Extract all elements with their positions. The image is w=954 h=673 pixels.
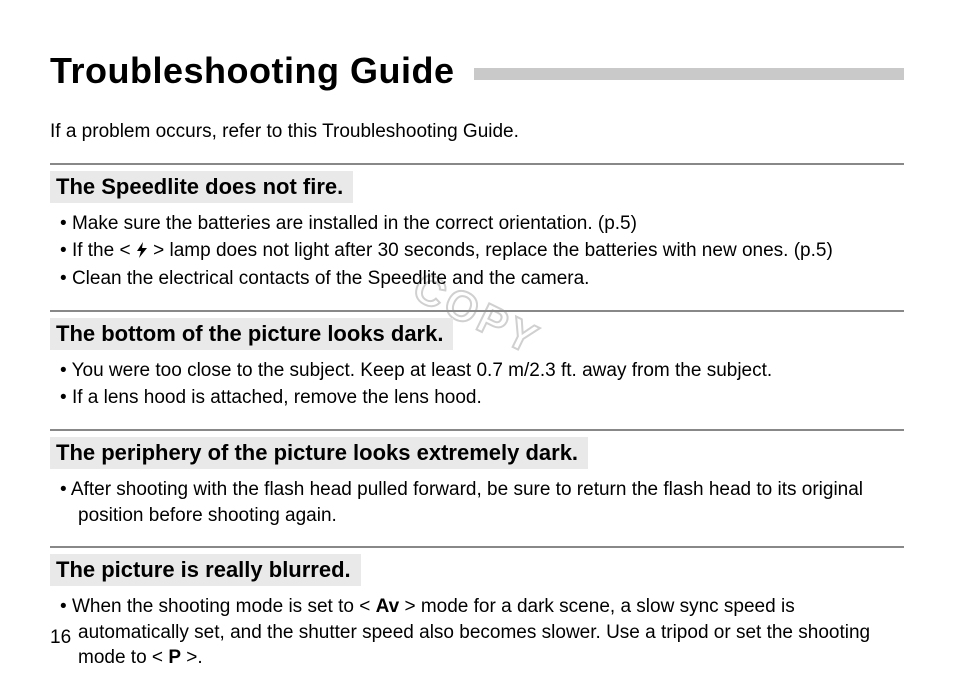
bullet-item: When the shooting mode is set to < Av > … (60, 594, 904, 671)
bullet-text: >. (186, 647, 202, 668)
bullet-item: After shooting with the flash head pulle… (60, 477, 904, 528)
section-heading: The periphery of the picture looks extre… (50, 437, 588, 469)
section-heading: The Speedlite does not fire. (50, 171, 353, 203)
mode-symbol: P (168, 647, 181, 668)
section-heading: The picture is really blurred. (50, 554, 361, 586)
bullet-list: You were too close to the subject. Keep … (50, 358, 904, 411)
bullet-text: When the shooting mode is set to < (72, 596, 370, 617)
intro-text: If a problem occurs, refer to this Troub… (50, 120, 904, 145)
bullet-text: > lamp does not light after 30 seconds, … (153, 240, 833, 261)
bullet-item: You were too close to the subject. Keep … (60, 358, 904, 384)
bullet-list: Make sure the batteries are installed in… (50, 211, 904, 292)
section-block: The bottom of the picture looks dark. You… (50, 310, 904, 411)
title-rule (474, 68, 904, 80)
bolt-icon (136, 240, 148, 261)
bullet-text: Clean the electrical contacts of the Spe… (72, 268, 590, 289)
bullet-list: After shooting with the flash head pulle… (50, 477, 904, 528)
section-heading: The bottom of the picture looks dark. (50, 318, 453, 350)
bullet-text: If the < (72, 240, 131, 261)
bullet-text: You were too close to the subject. Keep … (72, 360, 773, 381)
bullet-item: If the < > lamp does not light after 30 … (60, 238, 904, 264)
bullet-text: Make sure the batteries are installed in… (72, 213, 637, 234)
bullet-item: If a lens hood is attached, remove the l… (60, 385, 904, 411)
mode-symbol: Av (376, 596, 400, 617)
title-row: Troubleshooting Guide (50, 50, 904, 92)
bullet-list: When the shooting mode is set to < Av > … (50, 594, 904, 671)
bullet-item: Make sure the batteries are installed in… (60, 211, 904, 237)
page-title: Troubleshooting Guide (50, 50, 454, 92)
section-block: The picture is really blurred. When the s… (50, 546, 904, 671)
bullet-item: Clean the electrical contacts of the Spe… (60, 266, 904, 292)
section-block: The Speedlite does not fire. Make sure th… (50, 163, 904, 292)
section-block: The periphery of the picture looks extre… (50, 429, 904, 528)
bullet-text: After shooting with the flash head pulle… (71, 479, 863, 526)
bullet-text: If a lens hood is attached, remove the l… (72, 387, 482, 408)
